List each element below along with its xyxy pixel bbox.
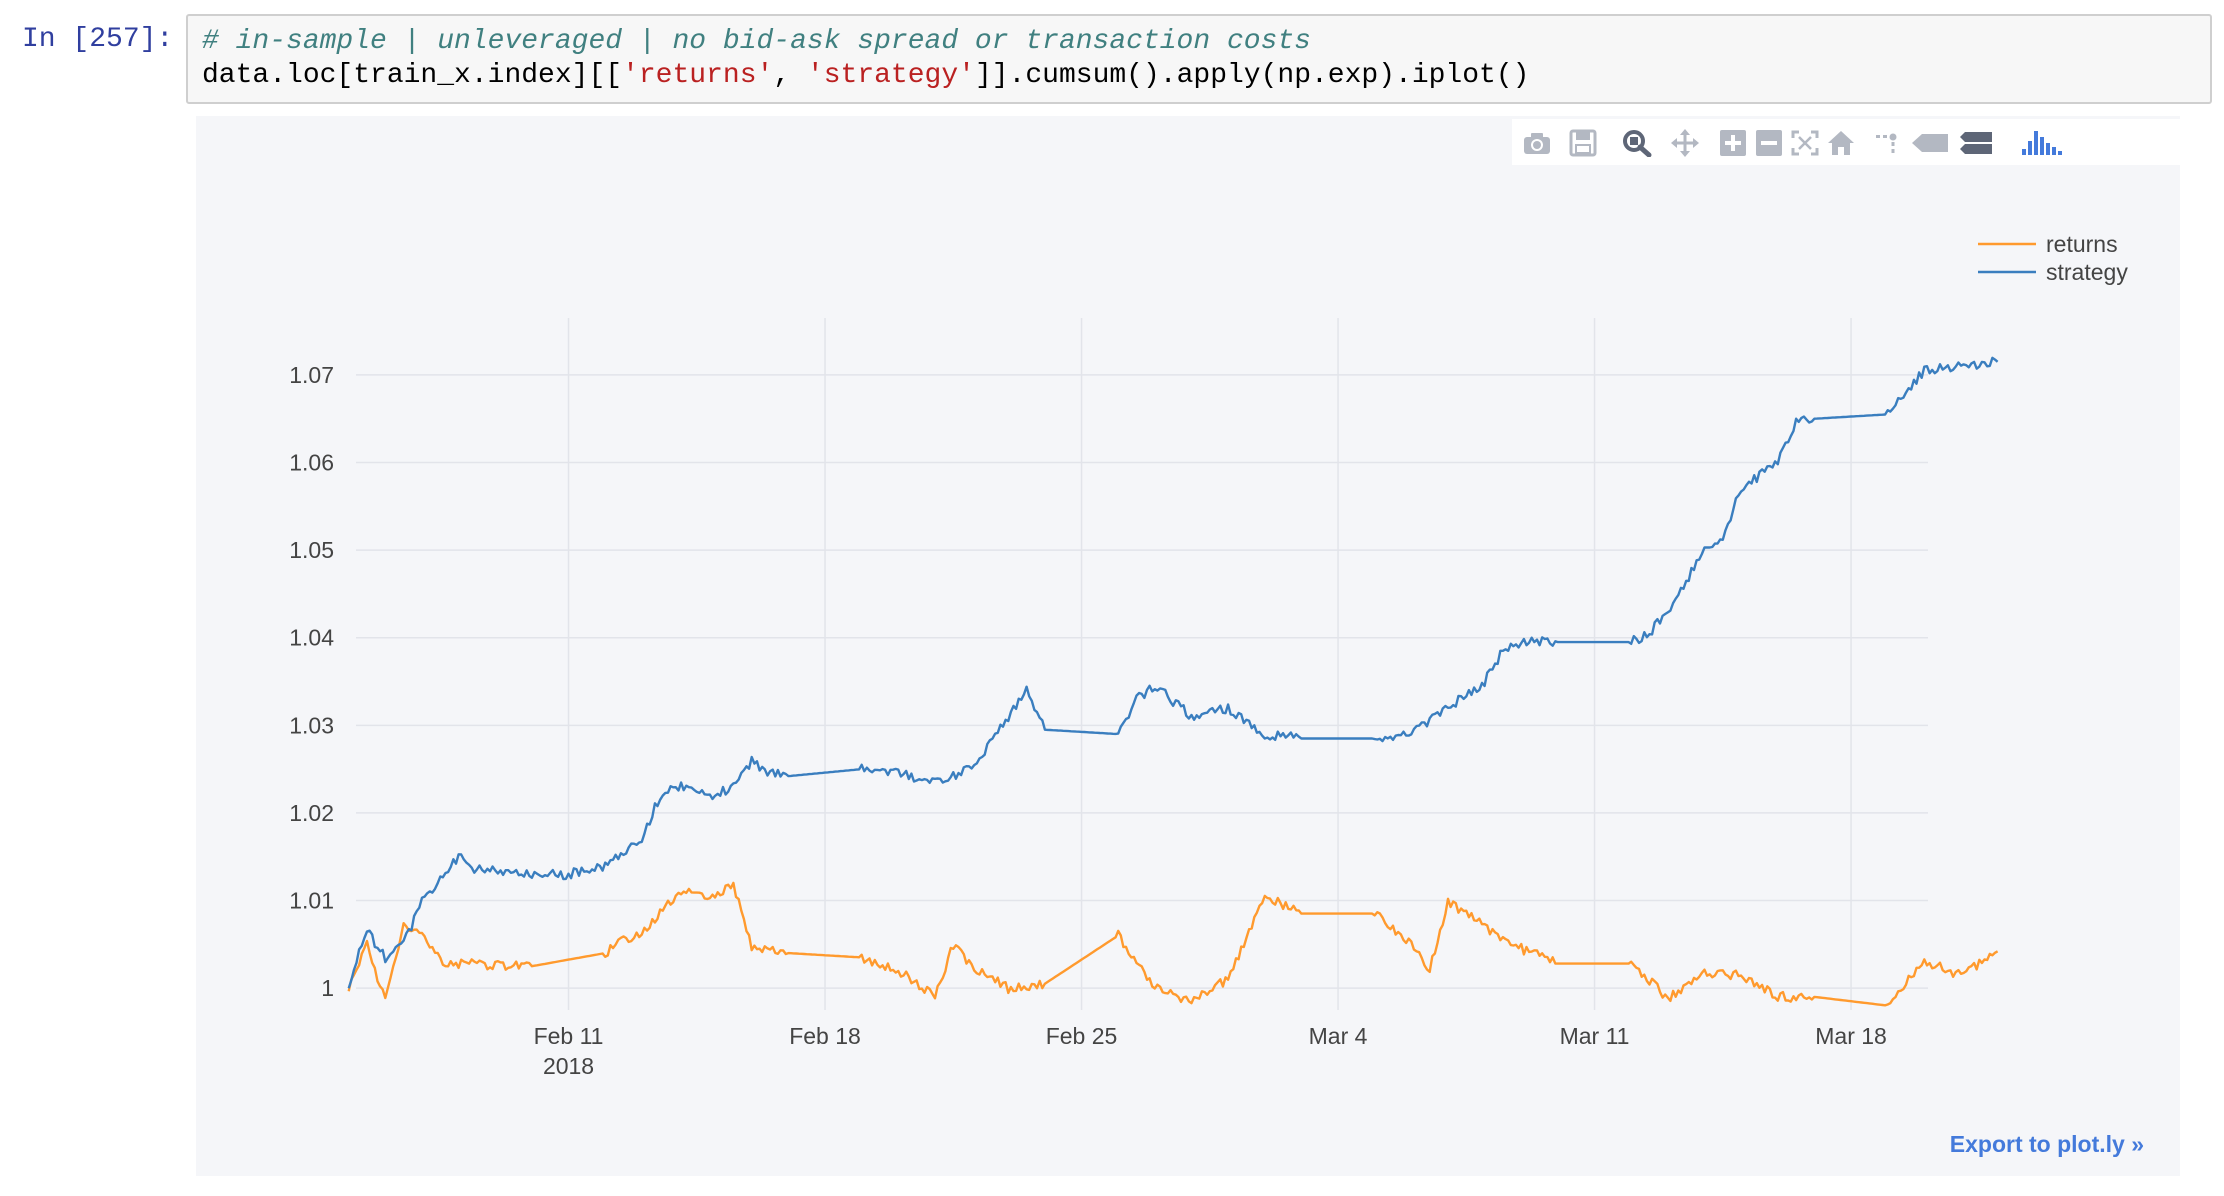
export-to-plotly-link[interactable]: Export to plot.ly » [1949, 1131, 2144, 1157]
y-tick-label: 1.05 [289, 537, 334, 563]
camera-icon[interactable] [1522, 129, 1552, 157]
y-tick-label: 1.03 [289, 712, 334, 738]
x-tick-label: Feb 11 [534, 1023, 604, 1049]
y-tick-label: 1.04 [289, 625, 334, 651]
x-tick-label: Mar 4 [1309, 1023, 1368, 1049]
zoom-icon[interactable] [1622, 129, 1652, 157]
autoscale-icon[interactable] [1790, 129, 1820, 157]
code-string-strategy: 'strategy' [806, 60, 975, 91]
x-year-label: 2018 [543, 1053, 594, 1079]
plotly-logo-icon[interactable] [2020, 129, 2064, 157]
series-line-strategy[interactable] [347, 356, 1999, 989]
legend-label-strategy[interactable]: strategy [2046, 259, 2128, 285]
code-separator: , [773, 60, 807, 91]
x-tick-label: Feb 25 [1046, 1023, 1118, 1049]
code-suffix: ]].cumsum().apply(np.exp).iplot() [974, 60, 1530, 91]
code-string-returns: 'returns' [622, 60, 774, 91]
cell-prompt: In [257]: [22, 24, 174, 55]
y-tick-label: 1 [321, 975, 334, 1001]
y-tick-label: 1.02 [289, 800, 334, 826]
x-tick-label: Mar 11 [1560, 1023, 1630, 1049]
hover-closest-icon[interactable] [1910, 129, 1950, 157]
series-line-returns[interactable] [347, 881, 1999, 1007]
save-icon[interactable] [1568, 129, 1598, 157]
y-tick-label: 1.07 [289, 362, 334, 388]
zoom-out-icon[interactable] [1754, 129, 1784, 157]
code-comment: # in-sample | unleveraged | no bid-ask s… [202, 26, 1311, 57]
pan-icon[interactable] [1670, 129, 1700, 157]
zoom-in-icon[interactable] [1718, 129, 1748, 157]
x-tick-label: Feb 18 [789, 1023, 861, 1049]
hover-compare-icon[interactable] [1958, 129, 1998, 157]
code-line: data.loc[train_x.index][['returns', 'str… [202, 60, 1529, 91]
legend-label-returns[interactable]: returns [2046, 231, 2118, 257]
chart-svg[interactable]: 1 1.01 1.02 1.03 1.04 1.05 1.06 1.07 Feb 11 Feb 1… [196, 116, 2180, 1176]
y-tick-label: 1.06 [289, 450, 334, 476]
plot-area: 1 1.01 1.02 1.03 1.04 1.05 1.06 1.07 Feb 11 Feb 1… [196, 116, 2180, 1176]
code-cell[interactable]: # in-sample | unleveraged | no bid-ask s… [186, 14, 2212, 104]
x-tick-label: Mar 18 [1815, 1023, 1887, 1049]
code-prefix: data.loc[train_x.index][[ [202, 60, 623, 91]
spikelines-icon[interactable] [1872, 129, 1902, 157]
home-icon[interactable] [1826, 129, 1856, 157]
plotly-modebar [1512, 119, 2184, 165]
y-tick-label: 1.01 [289, 888, 334, 914]
